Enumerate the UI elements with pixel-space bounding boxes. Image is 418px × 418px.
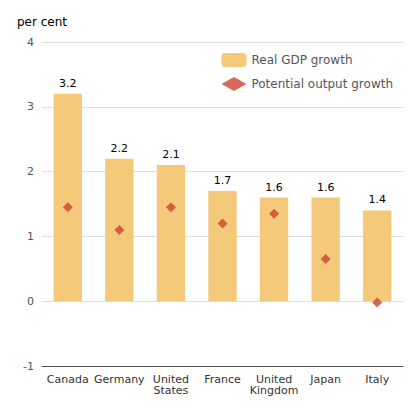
svg-text:1: 1 xyxy=(27,230,34,243)
svg-text:Real GDP growth: Real GDP growth xyxy=(251,53,352,67)
svg-text:Japan: Japan xyxy=(309,373,341,386)
svg-text:2.2: 2.2 xyxy=(111,142,129,155)
svg-text:per cent: per cent xyxy=(17,15,67,29)
svg-text:Canada: Canada xyxy=(47,373,89,386)
svg-text:United: United xyxy=(152,373,189,386)
svg-text:2: 2 xyxy=(27,165,34,178)
svg-text:3: 3 xyxy=(27,100,34,113)
svg-text:1.6: 1.6 xyxy=(317,181,335,194)
svg-text:2.1: 2.1 xyxy=(162,148,180,161)
svg-text:Potential output growth: Potential output growth xyxy=(251,77,393,91)
svg-text:-1: -1 xyxy=(23,360,34,373)
svg-text:1.7: 1.7 xyxy=(214,174,232,187)
svg-text:France: France xyxy=(204,373,241,386)
svg-text:Italy: Italy xyxy=(365,373,389,386)
svg-text:Germany: Germany xyxy=(94,373,145,386)
svg-text:0: 0 xyxy=(27,295,34,308)
svg-text:United: United xyxy=(256,373,293,386)
svg-text:1.4: 1.4 xyxy=(368,193,386,206)
svg-text:4: 4 xyxy=(27,36,34,49)
svg-text:3.2: 3.2 xyxy=(59,77,77,90)
svg-text:States: States xyxy=(153,384,188,397)
svg-text:Kingdom: Kingdom xyxy=(250,384,299,397)
svg-text:1.6: 1.6 xyxy=(265,181,283,194)
